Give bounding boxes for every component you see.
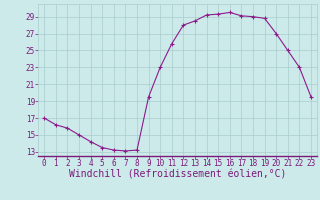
X-axis label: Windchill (Refroidissement éolien,°C): Windchill (Refroidissement éolien,°C) bbox=[69, 170, 286, 180]
